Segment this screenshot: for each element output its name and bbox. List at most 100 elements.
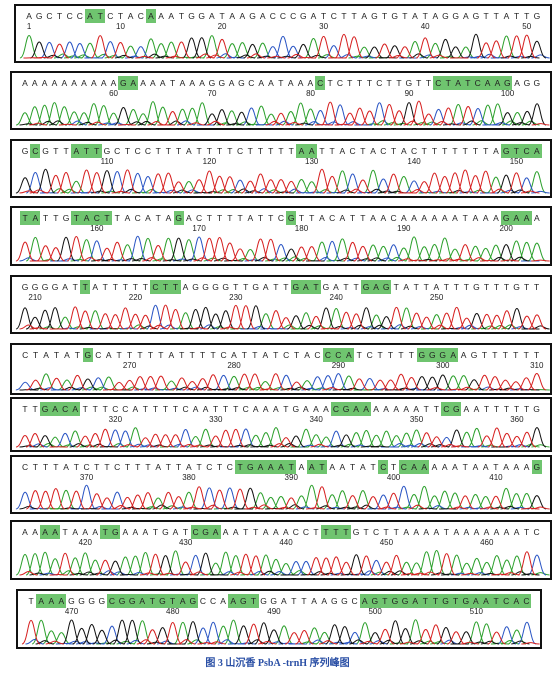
trace-peak-C [394, 485, 414, 510]
base-call: G [290, 280, 301, 294]
trace-peak-C [138, 176, 158, 194]
trace-peak-A [527, 242, 547, 262]
base-call: A [228, 594, 239, 608]
trace-peak-A [435, 237, 455, 262]
trace-peak-G [112, 619, 132, 645]
base-call: C [236, 146, 244, 156]
trace-peak-A [445, 492, 465, 510]
base-call: T [413, 282, 419, 292]
trace-peak-G [15, 177, 35, 194]
base-call: T [247, 146, 253, 156]
base-call: T [463, 282, 469, 292]
trace-peak-G [203, 113, 222, 126]
trace-peak-T [234, 373, 255, 391]
base-call: T [142, 404, 148, 414]
trace-peak-A [496, 487, 516, 510]
trace-peak-T [193, 378, 213, 391]
trace-peak-T [384, 492, 403, 510]
trace-peak-T [486, 495, 506, 510]
trace-peak-A [457, 562, 476, 576]
base-call: A [105, 350, 112, 360]
base-call: G [371, 11, 378, 21]
position-tick: 40 [420, 22, 430, 31]
base-call: A [339, 462, 346, 472]
trace-peak-T [320, 327, 339, 330]
base-call: G [369, 594, 380, 608]
trace-peak-A [414, 246, 434, 262]
trace-peak-A [406, 619, 425, 645]
trace-peak-T [21, 619, 41, 645]
trace-peak-G [234, 625, 253, 645]
base-call: T [534, 350, 540, 360]
base-call: T [534, 282, 540, 292]
base-call: A [140, 78, 146, 88]
base-call: A [61, 78, 68, 88]
base-call: T [452, 146, 458, 156]
base-call: C [351, 596, 358, 606]
base-call: A [483, 527, 490, 537]
base-call: T [310, 280, 321, 294]
trace-peak-T [148, 245, 168, 262]
trace-peak-A [296, 428, 316, 448]
trace-peak-C [410, 326, 430, 330]
base-call: C [315, 76, 326, 90]
trace-peak-A [216, 551, 236, 576]
trace-peak-G [224, 259, 243, 262]
trace-peak-C [236, 428, 256, 448]
base-call: A [262, 350, 269, 360]
trace-peak-T [516, 377, 536, 391]
trace-peak-A [55, 106, 74, 126]
base-call: A [168, 350, 175, 360]
base-call: A [268, 78, 274, 88]
trace-peak-T [353, 245, 373, 262]
trace-plot [15, 235, 550, 262]
base-call: A [441, 213, 448, 223]
base-call: A [370, 146, 376, 156]
base-call: A [137, 594, 148, 608]
base-call: A [433, 527, 440, 537]
trace-peak-T [97, 247, 117, 262]
base-call: C [322, 348, 334, 362]
trace-peak-G [527, 40, 547, 59]
trace-peak-T [26, 379, 46, 391]
base-call: T [81, 144, 92, 158]
trace-peak-T [337, 311, 356, 330]
trace-peak-T [337, 561, 356, 576]
trace-peak-G [521, 573, 540, 576]
base-call: T [53, 146, 59, 156]
trace-peak-T [334, 123, 353, 126]
trace-peak-A [417, 551, 436, 576]
position-tick: 250 [429, 293, 444, 302]
trace-peak-T [417, 432, 436, 448]
base-call: T [433, 404, 439, 414]
trace-peak-T [151, 375, 171, 391]
trace-peak-T [106, 314, 125, 330]
trace-peak-C [220, 487, 240, 510]
base-call: A [383, 404, 389, 414]
base-call: T [493, 404, 500, 414]
trace-peak-G [527, 427, 547, 448]
base-call: A [252, 404, 259, 414]
base-call: G [31, 282, 39, 292]
base-call: T [381, 11, 388, 21]
base-call: C [521, 144, 532, 158]
trace-peak-A [507, 555, 527, 576]
trace-peak-A [449, 103, 468, 126]
base-call: T [62, 527, 68, 537]
trace-peak-T [50, 43, 69, 59]
base-call: T [117, 11, 124, 21]
base-call: T [425, 78, 432, 88]
trace-peak-T [343, 241, 363, 262]
base-call: A [179, 78, 186, 88]
base-call: A [298, 462, 305, 472]
trace-peak-T [246, 53, 266, 59]
trace-peak-G [29, 41, 49, 59]
base-call: T [135, 462, 141, 472]
base-call: T [178, 11, 185, 21]
trace-peak-A [193, 102, 212, 126]
base-call: G [103, 146, 111, 156]
trace-peak-T [417, 316, 436, 330]
